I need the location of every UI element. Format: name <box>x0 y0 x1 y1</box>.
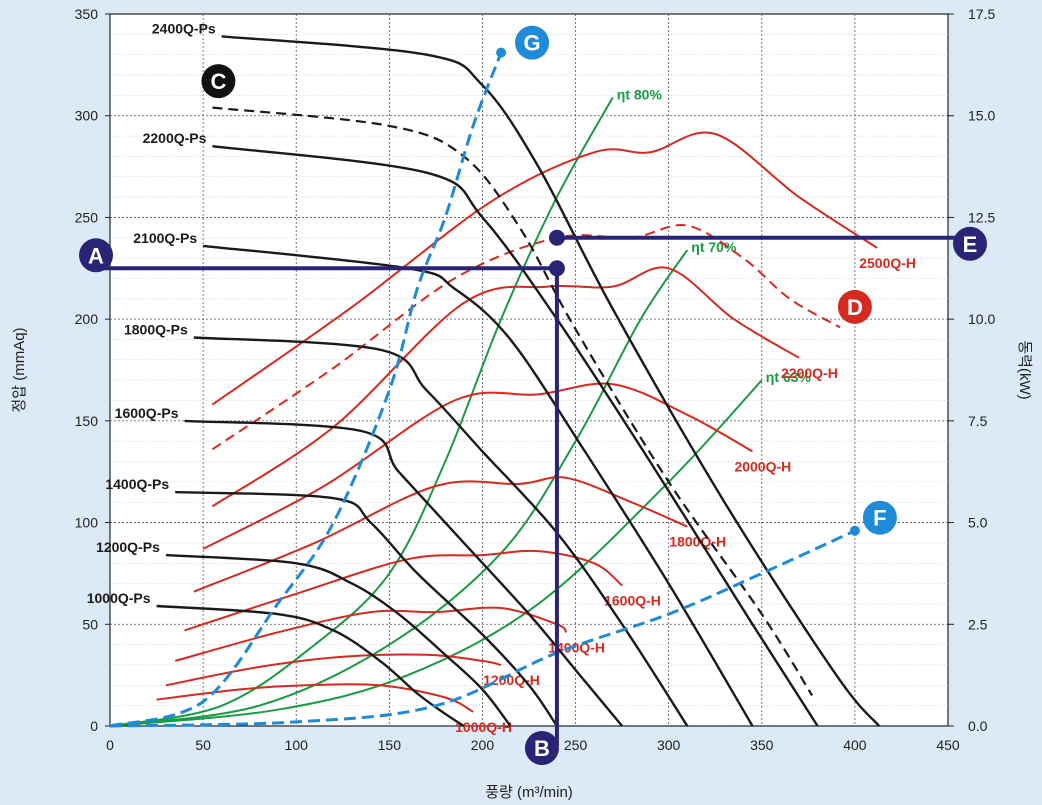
power-label: 1200Q-Ps <box>96 539 160 555</box>
y-tick-label: 150 <box>75 413 99 429</box>
power-line <box>156 604 465 728</box>
head-label: 2200Q-H <box>781 365 838 381</box>
marker-b-badge <box>524 731 559 765</box>
marker-e-label: E <box>963 232 978 257</box>
power-line <box>184 419 624 727</box>
y-tick-label: 250 <box>75 209 99 225</box>
y2-tick-label: 0.0 <box>968 718 988 734</box>
y-tick-label: 50 <box>82 616 98 632</box>
x-tick-label: 100 <box>285 737 309 753</box>
x-tick-label: 450 <box>936 737 960 753</box>
y2-tick-labels: 0.0 2.5 5.0 7.5 10.0 12.5 15.0 17.5 <box>948 6 995 734</box>
head-series: 1000Q-H1200Q-H1400Q-H1600Q-H1800Q-H2000Q… <box>156 131 916 735</box>
x-tick-label: 150 <box>378 737 402 753</box>
y2-tick-label: 10.0 <box>968 311 995 327</box>
y-tick-label: 300 <box>75 108 99 124</box>
marker-e-badge <box>953 226 987 261</box>
power-label: 2100Q-Ps <box>133 230 197 246</box>
x-tick-label: 0 <box>106 737 114 753</box>
efficiency-label: ηt 80% <box>617 86 663 102</box>
y2-tick-label: 15.0 <box>968 108 995 124</box>
efficiency-line <box>109 379 763 727</box>
marker-c-badge <box>201 64 236 99</box>
head-label: 1000Q-H <box>455 719 512 735</box>
power-line <box>202 244 754 727</box>
power-label: 1000Q-Ps <box>87 590 151 606</box>
y2-tick-label: 12.5 <box>968 209 995 225</box>
y-tick-label: 200 <box>75 311 99 327</box>
guide-endpoint <box>496 47 507 58</box>
efficiency-label: ηt 63% <box>766 369 812 385</box>
head-line <box>202 382 753 550</box>
head-line <box>165 653 502 687</box>
y2-tick-label: 2.5 <box>968 616 988 632</box>
head-label: 1600Q-H <box>604 593 661 609</box>
y-tick-labels: 0 50 100 150 200 250 300 350 <box>75 6 110 734</box>
efficiency-line <box>109 249 689 727</box>
guide-series <box>109 47 860 728</box>
x-axis-title: 풍량 (m³/min) <box>485 784 573 801</box>
marker-g-label: G <box>524 31 541 56</box>
power-line <box>193 336 689 727</box>
x-tick-label: 200 <box>471 737 495 753</box>
operating-lines <box>96 229 968 746</box>
x-tick-label: 250 <box>564 737 588 753</box>
head-label: 1400Q-H <box>548 639 605 655</box>
x-tick-label: 350 <box>750 737 774 753</box>
plot-area <box>109 13 949 727</box>
x-tick-labels: 0 50 100 150 200 250 300 350 400 450 <box>106 737 960 753</box>
guide-line <box>109 529 856 728</box>
marker-d-label: D <box>847 295 863 320</box>
point-markers: A B E G F C D <box>79 25 987 765</box>
marker-g-badge <box>515 25 550 60</box>
marker-f-badge <box>862 500 897 535</box>
head-label: 2500Q-H <box>859 255 916 271</box>
power-label: 1800Q-Ps <box>124 321 188 337</box>
power-line-dashed <box>212 106 814 697</box>
efficiency-series: ηt 80% ηt 70% ηt 63% <box>109 86 812 727</box>
power-line <box>165 553 512 727</box>
power-label: 2200Q-Ps <box>143 130 207 146</box>
power-line <box>175 490 558 727</box>
head-line <box>211 131 878 406</box>
guide-endpoint <box>849 525 860 536</box>
guide-line <box>109 52 503 728</box>
power-label: 2400Q-Ps <box>152 20 216 36</box>
marker-a-badge <box>79 238 113 273</box>
y2-tick-label: 17.5 <box>968 6 995 22</box>
power-line <box>221 35 881 727</box>
y-tick-label: 350 <box>75 6 99 22</box>
marker-b-label: B <box>534 736 550 761</box>
marker-d-badge <box>837 289 872 324</box>
marker-c-label: C <box>210 69 226 94</box>
head-line <box>156 683 474 713</box>
y-tick-label: 100 <box>75 515 99 531</box>
y-tick-label: 0 <box>90 718 98 734</box>
head-line <box>184 549 623 632</box>
power-label: 1400Q-Ps <box>105 476 169 492</box>
head-line <box>193 476 688 593</box>
y2-tick-label: 7.5 <box>968 413 988 429</box>
operating-point-e <box>548 229 565 246</box>
operating-point-a <box>548 260 565 277</box>
marker-a-label: A <box>88 243 104 268</box>
y2-tick-label: 5.0 <box>968 515 988 531</box>
head-label: 2000Q-H <box>734 458 791 474</box>
y-axis-title: 정압 (mmAq) <box>11 327 28 412</box>
head-label: 1200Q-H <box>483 672 540 688</box>
power-series: 1000Q-Ps 1200Q-Ps 1400Q-Ps 1600Q-Ps 1800Q-Ps… <box>87 20 881 728</box>
y2-axis-title: 동력(kW) <box>1016 340 1033 399</box>
x-tick-label: 300 <box>657 737 681 753</box>
x-tick-label: 50 <box>195 737 211 753</box>
power-label: 1600Q-Ps <box>115 405 179 421</box>
marker-f-label: F <box>873 506 886 531</box>
efficiency-label: ηt 70% <box>691 239 737 255</box>
efficiency-line <box>109 96 614 727</box>
x-tick-label: 400 <box>843 737 867 753</box>
head-line-dashed <box>211 224 841 451</box>
